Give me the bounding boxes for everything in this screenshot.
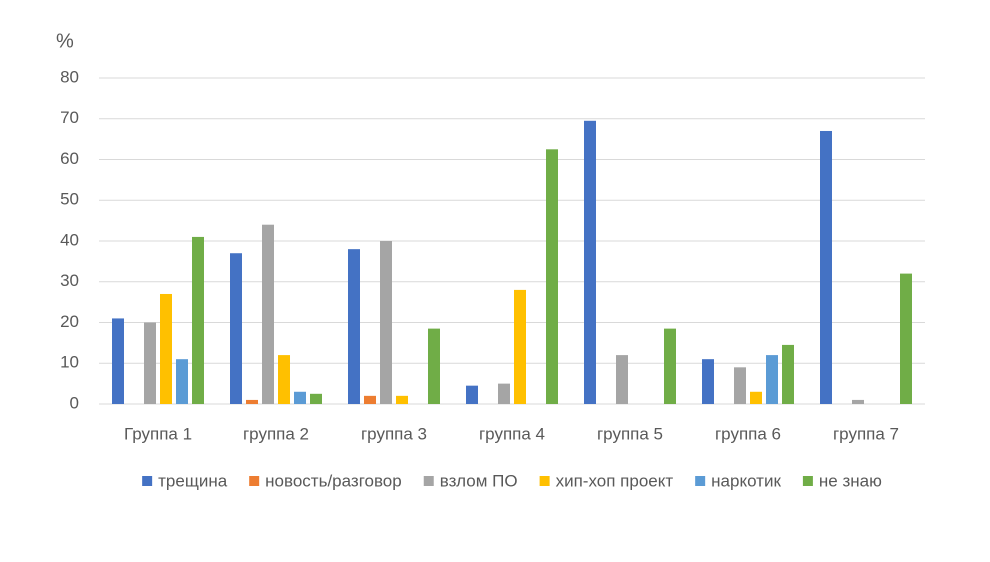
bar	[246, 399, 258, 404]
bar	[262, 224, 274, 404]
bar	[396, 395, 408, 404]
bar	[466, 385, 478, 404]
bar	[176, 359, 188, 404]
y-tick-label: 60	[60, 149, 79, 168]
bar	[112, 318, 124, 404]
bar	[546, 149, 558, 404]
bar	[294, 391, 306, 404]
legend-label: не знаю	[819, 471, 882, 490]
bar	[380, 241, 392, 404]
y-tick-label: 40	[60, 230, 79, 249]
bar	[702, 359, 714, 404]
bar	[664, 328, 676, 404]
y-tick-label: 80	[60, 67, 79, 86]
bar	[766, 355, 778, 404]
bar	[192, 236, 204, 404]
legend-swatch	[249, 476, 260, 486]
x-tick-label: группа 6	[715, 424, 781, 443]
y-tick-label: 30	[60, 271, 79, 290]
bar	[498, 383, 510, 404]
x-tick-label: группа 7	[833, 424, 899, 443]
legend-label: новость/разговор	[265, 471, 402, 490]
bar	[900, 273, 912, 404]
x-tick-label: группа 3	[361, 424, 427, 443]
legend-label: взлом ПО	[440, 471, 518, 490]
bar	[750, 391, 762, 404]
legend-swatch	[142, 476, 153, 486]
x-tick-label: Группа 1	[124, 424, 192, 443]
bar	[230, 253, 242, 404]
bar	[616, 355, 628, 404]
bar	[310, 393, 322, 404]
bar	[820, 130, 832, 404]
bar	[428, 328, 440, 404]
y-tick-label: 50	[60, 190, 79, 209]
x-tick-label: группа 5	[597, 424, 663, 443]
y-axis-label: %	[56, 30, 74, 52]
legend-swatch	[695, 476, 706, 486]
legend-label: наркотик	[711, 471, 781, 490]
bar	[348, 249, 360, 404]
legend-swatch	[423, 476, 434, 486]
x-tick-label: группа 2	[243, 424, 309, 443]
bar	[364, 395, 376, 404]
bar	[852, 399, 864, 404]
legend-swatch	[802, 476, 813, 486]
bar	[782, 344, 794, 404]
x-tick-label: группа 4	[479, 424, 545, 443]
y-tick-label: 10	[60, 353, 79, 372]
y-tick-label: 70	[60, 108, 79, 127]
legend-label: трещина	[158, 471, 228, 490]
bar	[734, 367, 746, 404]
legend-swatch	[539, 476, 550, 486]
bar	[160, 293, 172, 404]
y-tick-label: 0	[70, 393, 79, 412]
bar	[514, 289, 526, 404]
bar	[278, 355, 290, 404]
bar	[144, 322, 156, 404]
legend-label: хип-хоп проект	[556, 471, 674, 490]
y-tick-label: 20	[60, 312, 79, 331]
bar	[584, 120, 596, 404]
